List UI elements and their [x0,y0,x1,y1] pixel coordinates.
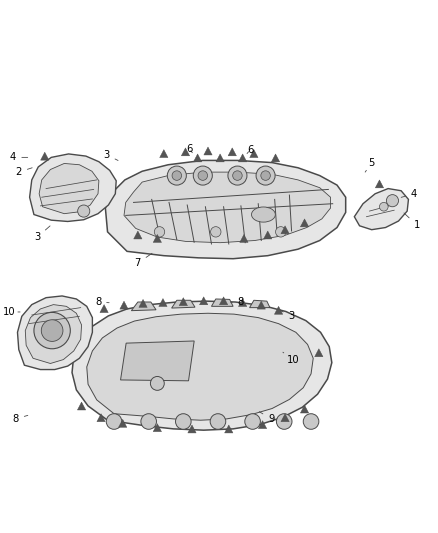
Text: 10: 10 [3,307,20,317]
Polygon shape [194,154,202,162]
Circle shape [256,166,275,185]
Text: 2: 2 [16,167,32,177]
Text: 8: 8 [13,414,28,424]
Text: 6: 6 [186,144,192,154]
Circle shape [78,205,90,217]
Circle shape [154,227,165,237]
Ellipse shape [251,207,276,222]
Text: 7: 7 [134,253,152,268]
Circle shape [167,166,186,185]
Circle shape [41,320,63,342]
Polygon shape [119,419,127,427]
Polygon shape [134,231,142,239]
Polygon shape [97,414,105,422]
Text: 6: 6 [247,144,254,155]
Polygon shape [240,235,248,243]
Polygon shape [219,297,228,305]
Polygon shape [375,180,384,188]
Circle shape [106,414,122,429]
Circle shape [141,414,156,429]
Text: 10: 10 [283,352,299,365]
Polygon shape [238,298,247,306]
Polygon shape [153,235,162,243]
Polygon shape [272,154,280,162]
Circle shape [176,414,191,429]
Polygon shape [258,421,267,429]
Text: 8: 8 [95,297,109,307]
Polygon shape [72,301,332,430]
Circle shape [303,414,319,429]
Polygon shape [200,297,208,305]
Circle shape [276,414,292,429]
Text: 5: 5 [365,158,375,172]
Polygon shape [124,172,331,243]
Polygon shape [153,424,162,432]
Polygon shape [172,300,195,308]
Polygon shape [204,147,212,155]
Circle shape [379,203,388,211]
Polygon shape [275,306,283,314]
Circle shape [276,227,286,237]
Polygon shape [139,300,147,308]
Circle shape [228,166,247,185]
Polygon shape [78,402,86,410]
Polygon shape [300,219,309,227]
Polygon shape [120,341,194,381]
Text: 3: 3 [103,150,118,160]
Polygon shape [264,231,272,239]
Polygon shape [30,154,116,222]
Text: 4: 4 [10,152,28,163]
Circle shape [34,312,71,349]
Polygon shape [354,189,409,230]
Circle shape [386,195,399,207]
Circle shape [211,227,221,237]
Polygon shape [300,405,309,413]
Polygon shape [159,298,167,306]
Polygon shape [100,304,108,312]
Circle shape [172,171,182,180]
Polygon shape [314,349,323,357]
Polygon shape [87,313,313,420]
Polygon shape [179,297,187,305]
Polygon shape [106,160,346,259]
Polygon shape [281,414,289,422]
Polygon shape [25,304,81,364]
Polygon shape [131,302,156,311]
Polygon shape [160,150,168,158]
Circle shape [210,414,226,429]
Polygon shape [228,148,237,156]
Circle shape [150,376,164,390]
Polygon shape [181,148,190,156]
Polygon shape [250,300,270,308]
Circle shape [261,171,270,180]
Circle shape [245,414,260,429]
Polygon shape [238,154,247,162]
Polygon shape [120,301,128,309]
Text: 3: 3 [281,311,295,321]
Circle shape [198,171,208,180]
Polygon shape [39,164,99,214]
Polygon shape [257,301,265,309]
Polygon shape [250,150,258,158]
Text: 9: 9 [259,411,274,424]
Polygon shape [225,425,233,433]
Text: 1: 1 [404,213,420,230]
Polygon shape [216,154,224,162]
Polygon shape [281,226,289,234]
Text: 3: 3 [34,226,50,242]
Circle shape [233,171,242,180]
Polygon shape [18,296,92,369]
Polygon shape [212,299,233,306]
Polygon shape [41,152,49,160]
Text: 8: 8 [231,297,244,307]
Circle shape [193,166,212,185]
Polygon shape [188,425,196,433]
Text: 4: 4 [401,189,417,199]
